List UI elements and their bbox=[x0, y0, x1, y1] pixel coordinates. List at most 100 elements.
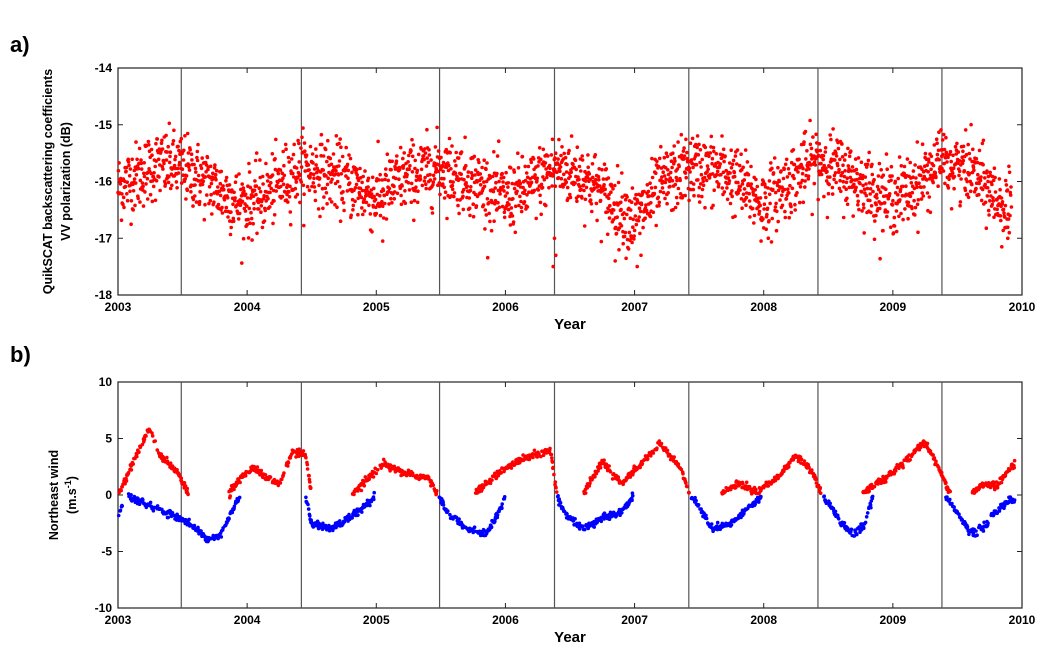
data-point bbox=[951, 153, 955, 158]
data-point bbox=[776, 188, 781, 193]
data-point bbox=[500, 171, 505, 176]
data-point bbox=[338, 519, 342, 523]
data-point bbox=[261, 182, 265, 186]
data-point bbox=[646, 189, 651, 194]
data-point bbox=[516, 166, 521, 170]
data-point bbox=[310, 152, 315, 156]
data-point bbox=[138, 178, 143, 183]
data-point bbox=[347, 512, 351, 517]
data-point bbox=[849, 527, 854, 532]
data-point bbox=[786, 187, 790, 191]
data-point bbox=[613, 183, 617, 188]
data-point bbox=[194, 170, 198, 174]
data-point bbox=[369, 192, 374, 196]
data-point bbox=[916, 230, 920, 235]
data-point bbox=[488, 481, 493, 486]
data-point bbox=[908, 160, 912, 165]
data-point bbox=[957, 512, 961, 516]
data-point bbox=[247, 206, 252, 211]
data-point bbox=[610, 211, 614, 215]
data-point bbox=[934, 459, 938, 464]
data-point bbox=[449, 167, 453, 171]
data-point bbox=[159, 141, 164, 145]
data-point bbox=[762, 202, 767, 206]
data-point bbox=[872, 237, 877, 242]
data-point bbox=[676, 186, 681, 191]
data-point bbox=[297, 141, 301, 146]
data-point bbox=[771, 187, 775, 192]
data-point bbox=[1001, 207, 1006, 212]
data-point bbox=[482, 180, 486, 184]
data-point bbox=[525, 205, 530, 209]
data-point bbox=[506, 181, 511, 185]
data-point bbox=[252, 188, 257, 193]
data-point bbox=[257, 207, 261, 211]
data-point bbox=[371, 475, 376, 479]
data-point bbox=[747, 199, 752, 203]
data-point bbox=[746, 172, 751, 177]
data-point bbox=[590, 209, 594, 214]
data-point bbox=[495, 154, 500, 158]
data-point bbox=[337, 141, 341, 146]
data-point bbox=[828, 501, 832, 506]
data-point bbox=[876, 187, 881, 192]
data-point bbox=[519, 209, 524, 214]
data-point bbox=[427, 148, 431, 152]
data-point bbox=[847, 167, 851, 171]
data-point bbox=[140, 442, 145, 447]
data-point bbox=[870, 162, 874, 167]
data-point bbox=[274, 189, 279, 193]
data-point bbox=[309, 486, 313, 490]
data-point bbox=[757, 212, 761, 216]
data-point bbox=[818, 486, 823, 490]
data-point bbox=[545, 175, 549, 180]
data-point bbox=[502, 215, 507, 220]
data-point bbox=[583, 197, 588, 202]
data-point bbox=[659, 144, 663, 149]
data-point bbox=[336, 173, 341, 177]
data-point bbox=[506, 207, 511, 212]
data-point bbox=[774, 228, 779, 233]
data-point bbox=[217, 189, 222, 194]
data-point bbox=[531, 455, 535, 460]
data-point bbox=[797, 157, 801, 162]
data-point bbox=[182, 148, 186, 153]
data-point bbox=[170, 166, 175, 170]
data-point bbox=[264, 161, 268, 166]
data-point bbox=[468, 213, 472, 218]
chart-panel-2: b)2003 2004 2005 2006 2007 2008 2009 20101050-5… bbox=[10, 342, 1036, 646]
data-point bbox=[711, 172, 715, 176]
data-point bbox=[196, 173, 201, 178]
x-tick-label: 2008 bbox=[750, 300, 777, 314]
data-point bbox=[897, 214, 901, 219]
data-point bbox=[683, 193, 687, 198]
data-point bbox=[571, 162, 575, 167]
data-point bbox=[246, 236, 251, 240]
x-tick-label: 2004 bbox=[234, 613, 261, 627]
data-point bbox=[299, 180, 304, 184]
data-point bbox=[695, 134, 700, 138]
data-point bbox=[356, 212, 360, 217]
data-point bbox=[915, 140, 920, 144]
x-tick-label: 2010 bbox=[1009, 300, 1036, 314]
data-point bbox=[154, 159, 158, 163]
data-point bbox=[203, 202, 207, 207]
data-point bbox=[923, 151, 928, 156]
data-point bbox=[132, 177, 137, 181]
data-point bbox=[456, 156, 461, 160]
data-point bbox=[496, 200, 500, 205]
data-point bbox=[381, 188, 386, 193]
data-point bbox=[355, 173, 360, 177]
data-point bbox=[868, 503, 873, 507]
data-point bbox=[495, 171, 499, 176]
data-point bbox=[602, 183, 606, 187]
data-point bbox=[172, 128, 176, 133]
data-point bbox=[647, 194, 652, 198]
data-point bbox=[517, 203, 521, 208]
data-point bbox=[672, 144, 676, 148]
data-point bbox=[452, 194, 456, 199]
data-point bbox=[769, 161, 773, 165]
data-point bbox=[426, 160, 431, 165]
data-point bbox=[198, 190, 202, 194]
data-point bbox=[728, 171, 732, 175]
